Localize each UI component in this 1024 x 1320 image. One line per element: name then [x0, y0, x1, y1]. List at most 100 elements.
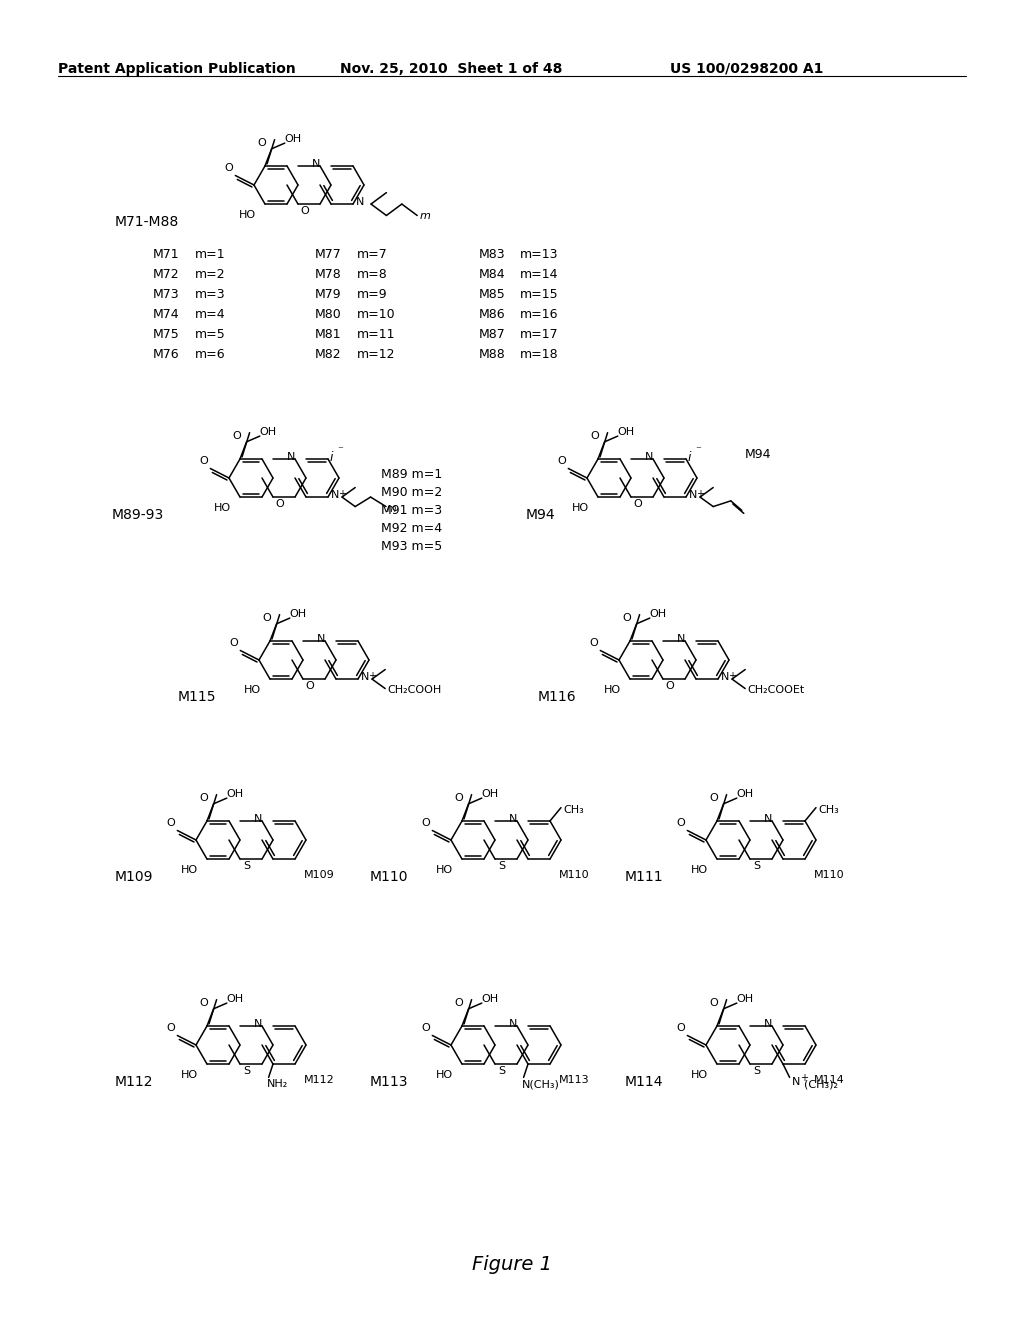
Text: O: O	[634, 499, 642, 510]
Text: M94: M94	[745, 447, 771, 461]
Text: S: S	[499, 861, 506, 871]
Text: N: N	[645, 451, 653, 462]
Text: (CH₃)₂: (CH₃)₂	[804, 1080, 838, 1089]
Text: m: m	[419, 211, 430, 222]
Text: OH: OH	[650, 609, 667, 619]
Text: CH₃: CH₃	[563, 805, 584, 814]
Text: O: O	[200, 793, 208, 803]
Text: CH₂COOEt: CH₂COOEt	[748, 685, 805, 694]
Text: M94: M94	[526, 508, 556, 521]
Text: +: +	[800, 1073, 808, 1084]
Text: M110: M110	[814, 870, 845, 880]
Text: N: N	[331, 490, 339, 500]
Text: S: S	[244, 861, 251, 871]
Text: O: O	[676, 1023, 685, 1032]
Text: HO: HO	[571, 503, 589, 513]
Text: N: N	[721, 672, 729, 682]
Text: HO: HO	[435, 1071, 453, 1080]
Text: HO: HO	[180, 1071, 198, 1080]
Text: OH: OH	[737, 789, 754, 799]
Text: m=18: m=18	[520, 348, 559, 360]
Text: N: N	[764, 1019, 772, 1030]
Text: M83: M83	[479, 248, 506, 261]
Text: M77: M77	[315, 248, 342, 261]
Text: M73: M73	[153, 288, 179, 301]
Text: O: O	[590, 638, 598, 648]
Text: m=16: m=16	[520, 308, 558, 321]
Text: M81: M81	[315, 327, 342, 341]
Text: O: O	[257, 137, 266, 148]
Text: O: O	[166, 1023, 175, 1032]
Text: HO: HO	[690, 1071, 708, 1080]
Text: N: N	[312, 158, 321, 169]
Text: O: O	[301, 206, 309, 216]
Text: O: O	[666, 681, 675, 692]
Text: M78: M78	[315, 268, 342, 281]
Text: M109: M109	[304, 870, 335, 880]
Text: m=15: m=15	[520, 288, 559, 301]
Text: M79: M79	[315, 288, 342, 301]
Text: M92 m=4: M92 m=4	[381, 521, 441, 535]
Text: i: i	[688, 451, 691, 463]
Text: HO: HO	[239, 210, 256, 220]
Text: N: N	[356, 197, 365, 207]
Text: HO: HO	[244, 685, 260, 696]
Text: M88: M88	[479, 348, 506, 360]
Text: N(CH₃): N(CH₃)	[521, 1080, 559, 1089]
Text: OH: OH	[285, 135, 302, 144]
Text: m=14: m=14	[520, 268, 558, 281]
Text: N: N	[316, 634, 326, 644]
Text: M71-M88: M71-M88	[115, 215, 179, 228]
Text: M114: M114	[814, 1074, 845, 1085]
Text: N: N	[509, 814, 517, 824]
Text: US 100/0298200 A1: US 100/0298200 A1	[670, 62, 823, 77]
Text: m=11: m=11	[357, 327, 395, 341]
Text: O: O	[200, 455, 208, 466]
Text: M111: M111	[625, 870, 664, 884]
Text: M85: M85	[479, 288, 506, 301]
Text: Figure 1: Figure 1	[472, 1255, 552, 1274]
Text: OH: OH	[482, 994, 499, 1005]
Text: NH₂: NH₂	[266, 1080, 288, 1089]
Text: OH: OH	[737, 994, 754, 1005]
Text: O: O	[262, 612, 271, 623]
Text: M87: M87	[479, 327, 506, 341]
Text: +: +	[696, 488, 705, 499]
Text: CH₂COOH: CH₂COOH	[387, 685, 441, 694]
Text: S: S	[754, 861, 761, 871]
Text: +: +	[368, 671, 376, 681]
Text: M110: M110	[559, 870, 590, 880]
Text: M89-93: M89-93	[112, 508, 164, 521]
Text: m=3: m=3	[195, 288, 225, 301]
Text: Patent Application Publication: Patent Application Publication	[58, 62, 296, 77]
Text: M116: M116	[538, 690, 577, 704]
Text: M90 m=2: M90 m=2	[381, 486, 441, 499]
Text: M80: M80	[315, 308, 342, 321]
Text: m=7: m=7	[357, 248, 388, 261]
Text: M93 m=5: M93 m=5	[381, 540, 441, 553]
Text: M114: M114	[625, 1074, 664, 1089]
Text: m=4: m=4	[195, 308, 225, 321]
Text: m=12: m=12	[357, 348, 395, 360]
Text: +: +	[338, 488, 346, 499]
Text: m=1: m=1	[195, 248, 225, 261]
Text: M89 m=1: M89 m=1	[381, 469, 441, 480]
Text: O: O	[676, 818, 685, 828]
Text: ⁻: ⁻	[337, 445, 343, 455]
Text: N: N	[764, 814, 772, 824]
Text: m=9: m=9	[357, 288, 388, 301]
Text: O: O	[421, 818, 430, 828]
Text: HO: HO	[690, 865, 708, 875]
Text: M86: M86	[479, 308, 506, 321]
Text: M113: M113	[559, 1074, 590, 1085]
Text: HO: HO	[180, 865, 198, 875]
Text: ⁻: ⁻	[695, 445, 700, 455]
Text: m=13: m=13	[520, 248, 558, 261]
Text: m: m	[387, 503, 396, 513]
Text: N: N	[509, 1019, 517, 1030]
Text: O: O	[710, 793, 718, 803]
Text: HO: HO	[603, 685, 621, 696]
Text: S: S	[754, 1067, 761, 1076]
Text: M110: M110	[370, 870, 409, 884]
Text: S: S	[499, 1067, 506, 1076]
